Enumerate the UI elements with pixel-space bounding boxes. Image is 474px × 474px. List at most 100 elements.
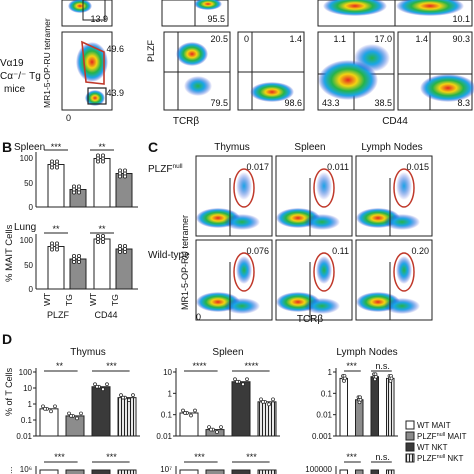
chart-title: Thymus — [70, 347, 106, 358]
data-point — [261, 399, 265, 404]
bar — [93, 158, 111, 208]
data-point — [181, 408, 185, 413]
data-point — [101, 159, 106, 164]
facs-value: 90.3 — [452, 34, 470, 44]
data-point — [67, 411, 71, 416]
data-point — [79, 411, 83, 416]
data-point — [105, 382, 109, 387]
facs-value: 10.1 — [452, 14, 470, 24]
legend-label: PLZFnull MAIT — [417, 432, 467, 441]
panel-letter: B — [2, 139, 12, 155]
row-label: Cα⁻/⁻ Tg — [0, 71, 41, 82]
data-point — [374, 374, 378, 379]
tick-label: 100000 — [305, 465, 332, 474]
data-point — [123, 168, 128, 173]
data-point — [50, 244, 55, 249]
data-point — [41, 404, 45, 409]
data-point — [118, 246, 123, 251]
data-point — [55, 247, 60, 252]
bar — [179, 469, 199, 474]
data-point — [189, 413, 193, 418]
bar — [231, 381, 251, 437]
data-point — [69, 414, 73, 418]
tick-label: 10 — [163, 368, 172, 377]
facs-plot-mr1-tcrb: 49.6 43.9 — [61, 31, 124, 111]
facs-value: 95.5 — [207, 14, 225, 24]
facs-value: 20.5 — [210, 34, 228, 44]
tick-label: 0.1 — [161, 411, 173, 420]
facs-plot-a1: 13.9 — [61, 0, 113, 27]
tick-label: 100 — [19, 368, 33, 377]
data-point — [131, 393, 135, 397]
facs-value: 38.5 — [374, 98, 392, 108]
legend-swatch — [405, 420, 415, 430]
flow-plot: 0.20 — [355, 239, 433, 321]
tick-label: 50 — [24, 261, 33, 270]
row-label: Wild-type — [148, 250, 190, 261]
gate-frequency: 0.11 — [332, 246, 349, 256]
bar — [257, 401, 277, 437]
data-point — [235, 379, 239, 384]
panel-c: C Thymus Spleen Lymph Nodes PLZFnull Wil… — [148, 139, 433, 325]
panel-letter: C — [148, 139, 158, 155]
facs-value: 17.0 — [374, 34, 392, 44]
bar — [65, 469, 85, 474]
significance: ** — [98, 142, 106, 152]
tick-label: 0 — [29, 203, 34, 212]
y-axis-label: MR1-5-OP-RU tetramer — [42, 18, 52, 108]
bar — [91, 386, 111, 437]
facs-plot-a3: 10.1 — [317, 0, 473, 27]
gate-frequency: 0.011 — [327, 162, 349, 172]
bar — [93, 238, 111, 290]
legend-item: WT NKT — [405, 442, 448, 452]
data-point — [127, 398, 131, 402]
data-point — [215, 430, 219, 434]
legend-swatch — [405, 431, 415, 441]
bar-chart-lymph-nodes: Lymph Nodes 1 0.1 0.01 0.001 *** n.s. *** n.s. 10… — [305, 347, 398, 474]
tick-label: 1 — [168, 389, 173, 398]
facs-value: 8.3 — [457, 98, 470, 108]
facs-value: 13.9 — [90, 14, 108, 24]
facs-value: 79.5 — [210, 98, 228, 108]
data-point — [219, 425, 223, 429]
data-point — [271, 397, 275, 402]
tick-label: 100 — [20, 154, 34, 163]
data-point — [241, 382, 245, 387]
column-header: Lymph Nodes — [361, 142, 422, 153]
y-axis-label: % of T Cells — [4, 367, 14, 416]
data-point — [259, 397, 263, 402]
data-point — [233, 377, 237, 382]
gate-frequency: 0.015 — [406, 162, 429, 172]
facs-plot-a2: 95.5 — [161, 0, 229, 27]
significance: ** — [52, 224, 60, 234]
data-point — [77, 253, 82, 258]
tick-label: 1 — [328, 368, 333, 377]
legend: WT MAIT PLZFnull MAIT WT NKT PLZFnull NKT — [405, 420, 467, 463]
data-point — [193, 408, 197, 413]
data-point — [123, 243, 128, 248]
significance: *** — [346, 361, 357, 371]
bar — [179, 412, 199, 437]
data-point — [53, 404, 57, 409]
legend-label: PLZFnull NKT — [417, 454, 463, 463]
legend-label: WT NKT — [417, 443, 448, 452]
y-axis-label: MR1-5-OP-RU tetramer — [180, 215, 190, 310]
data-point — [121, 395, 125, 400]
significance: *** — [54, 452, 65, 462]
data-point — [72, 256, 77, 261]
significance: n.s. — [375, 452, 390, 462]
bar — [115, 248, 133, 290]
tick-label: 0 — [29, 285, 34, 294]
bar — [91, 469, 111, 474]
data-point — [101, 239, 106, 244]
facs-value: 43.9 — [106, 88, 124, 98]
data-point — [245, 377, 249, 382]
data-point — [55, 165, 60, 170]
x-axis-label: TCRβ — [297, 314, 324, 325]
bar — [355, 469, 364, 474]
data-point — [183, 411, 187, 415]
chart-title: Spleen — [212, 347, 243, 358]
legend-swatch — [405, 442, 415, 452]
